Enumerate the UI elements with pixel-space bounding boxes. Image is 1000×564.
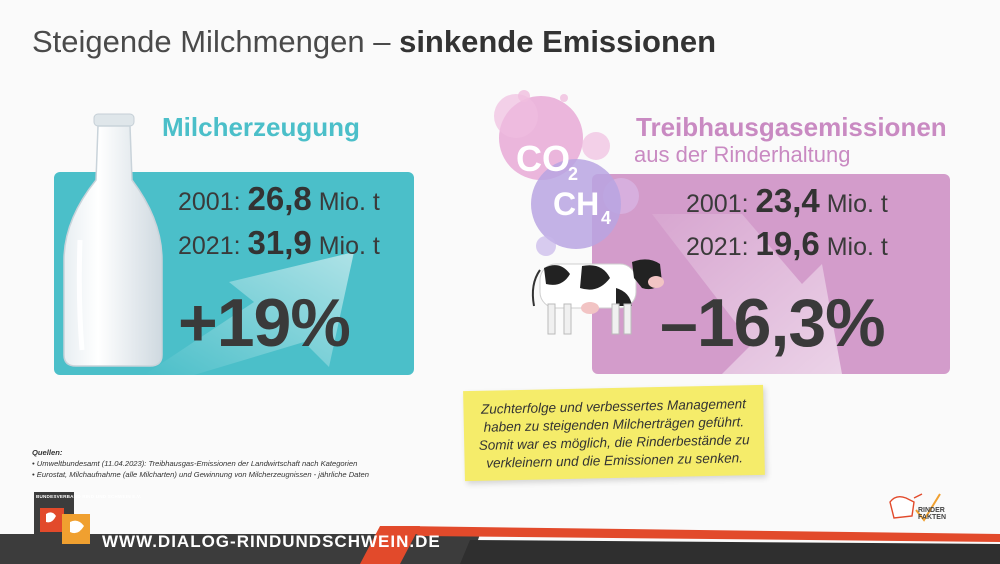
ghg-stat-2021: 2021: 19,6 Mio. t [686, 225, 888, 263]
rinderfakten-line2: FAKTEN [918, 514, 946, 521]
gas-ch4-label: CH [553, 186, 600, 222]
source-item: Umweltbundesamt (11.04.2023): Treibhausg… [32, 458, 452, 469]
footer-bar [0, 526, 1000, 564]
website-link[interactable]: WWW.DIALOG-RINDUNDSCHWEIN.DE [102, 532, 441, 551]
milk-stat-2001: 2001: 26,8 Mio. t [178, 180, 380, 218]
ghg-value-2021: 19,6 [755, 225, 820, 262]
down-arrow-icon [652, 214, 842, 374]
sources-block: Quellen: Umweltbundesamt (11.04.2023): T… [32, 447, 452, 480]
ghg-heading: Treibhausgasemissionen [636, 112, 947, 142]
source-item: Eurostat, Milchaufnahme (alle Milcharten… [32, 469, 452, 480]
ghg-stat-2001: 2001: 23,4 Mio. t [686, 182, 888, 220]
gas-ch4-subscript: 4 [601, 208, 612, 228]
gas-bubbles-icon [494, 90, 639, 256]
milk-value-2021: 31,9 [247, 224, 312, 261]
bundesverband-logo [34, 492, 90, 544]
sticky-note: Zuchterfolge und verbessertes Management… [463, 384, 765, 482]
gas-co2-subscript: 2 [568, 164, 579, 184]
ghg-subheading: aus der Rinderhaltung [634, 142, 851, 167]
milk-year-2001: 2001: [178, 188, 241, 216]
ghg-change: –16,3% [660, 285, 886, 361]
rinderfakten-logo-text: RINDER FAKTEN [918, 507, 946, 521]
sources-title: Quellen: [32, 448, 63, 457]
ghg-year-2021: 2021: [686, 233, 749, 261]
ghg-unit-2021: Mio. t [826, 233, 888, 261]
milk-year-2021: 2021: [178, 232, 241, 260]
gas-co2-label: CO [516, 138, 570, 179]
ghg-value-2001: 23,4 [755, 182, 820, 219]
milk-stat-2021: 2021: 31,9 Mio. t [178, 224, 380, 262]
milk-value-2001: 26,8 [247, 180, 312, 217]
page-title: Steigende Milchmengen – sinkende Emissio… [32, 24, 716, 60]
cow-icon [531, 259, 664, 335]
title-bold: sinkende Emissionen [399, 24, 717, 59]
ghg-year-2001: 2001: [686, 190, 749, 218]
rinderfakten-logo [889, 493, 941, 522]
milk-heading: Milcherzeugung [162, 112, 360, 142]
milk-change: +19% [178, 285, 351, 361]
milk-bottle-icon [63, 113, 163, 367]
milk-unit-2021: Mio. t [318, 232, 380, 260]
milk-unit-2001: Mio. t [318, 188, 380, 216]
rinderfakten-line1: RINDER [918, 507, 945, 514]
ghg-unit-2001: Mio. t [826, 190, 888, 218]
up-arrow-icon [144, 252, 354, 375]
title-light: Steigende Milchmengen – [32, 24, 391, 59]
sources-list: Umweltbundesamt (11.04.2023): Treibhausg… [32, 458, 452, 480]
bundesverband-logo-text: BUNDESVERBAND RIND UND SCHWEIN E.V. [36, 494, 142, 499]
